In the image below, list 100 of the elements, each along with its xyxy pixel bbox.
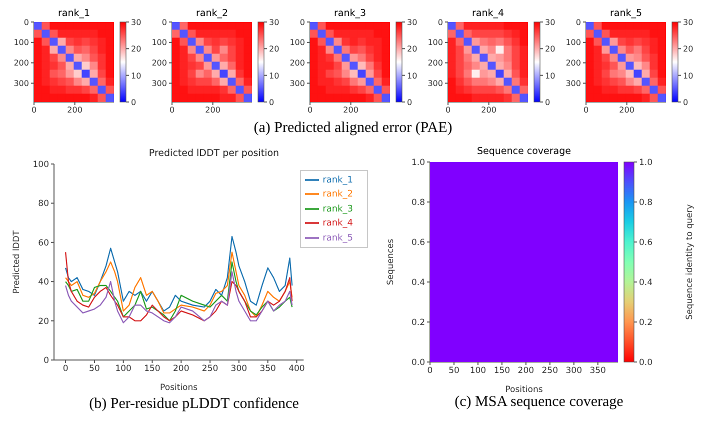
x-tick-label: 50 xyxy=(448,366,460,376)
x-tick-label: 150 xyxy=(144,364,160,374)
y-tick-label: 0 xyxy=(576,18,581,27)
y-tick-label: 0.4 xyxy=(411,278,425,288)
x-tick-label: 0 xyxy=(62,364,68,374)
x-axis-title: Positions xyxy=(505,385,544,395)
y-tick-label: 0.6 xyxy=(411,238,425,248)
y-tick-label: 0 xyxy=(24,18,29,27)
color-bar-label: 20 xyxy=(131,44,142,54)
x-tick-label: 200 xyxy=(481,106,496,115)
y-tick-label: 1.0 xyxy=(411,158,425,168)
y-tick-label: 0 xyxy=(438,18,443,27)
color-bar-label: 10 xyxy=(407,71,418,80)
text: (a) Predicted aligned error (PAE) xyxy=(254,120,452,137)
color-bar-label: 0 xyxy=(131,98,136,107)
x-tick-label: 350 xyxy=(260,364,276,374)
x-tick-label: 350 xyxy=(590,366,606,376)
color-bar-label: 0 xyxy=(545,98,550,107)
x-tick-label: 0 xyxy=(169,106,175,115)
y-tick-label: 100 xyxy=(152,38,167,48)
y-tick-label: 300 xyxy=(290,79,305,88)
color-bar-label: 1.0 xyxy=(639,158,653,168)
y-tick-label: 200 xyxy=(428,58,443,68)
x-tick-label: 50 xyxy=(89,364,100,374)
x-tick-label: 250 xyxy=(542,366,558,376)
color-bar-label: 0.2 xyxy=(639,318,653,328)
color-bar-label: 10 xyxy=(269,71,280,80)
text: (b) Per-residue pLDDT confidence xyxy=(89,396,299,413)
x-tick-label: 0 xyxy=(445,106,451,115)
y-tick-label: 80 xyxy=(38,199,49,210)
legend-label: rank_4 xyxy=(322,218,353,229)
y-tick-label: 0 xyxy=(44,356,49,366)
y-tick-label: 0.2 xyxy=(411,318,425,328)
chart-title: rank_2 xyxy=(194,8,230,20)
x-tick-label: 300 xyxy=(230,364,248,374)
color-bar-label: 30 xyxy=(683,18,694,27)
color-bar-label: 0.4 xyxy=(639,278,653,288)
x-tick-label: 200 xyxy=(173,364,190,374)
legend-label: rank_1 xyxy=(322,175,353,186)
x-tick-label: 200 xyxy=(67,106,82,115)
y-tick-label: 100 xyxy=(32,160,49,170)
chart-title: rank_3 xyxy=(332,8,368,20)
y-tick-label: 300 xyxy=(428,79,443,88)
color-bar-label: 10 xyxy=(131,71,142,80)
y-tick-label: 60 xyxy=(38,238,49,248)
color-bar-label: 0.0 xyxy=(639,358,653,368)
color-bar-label: 30 xyxy=(545,18,556,27)
color-bar-label: 30 xyxy=(407,18,418,27)
color-bar-label: 30 xyxy=(269,18,280,27)
line-series xyxy=(64,236,293,312)
x-tick-label: 100 xyxy=(470,366,486,376)
color-bar-label: 0 xyxy=(269,98,274,107)
y-tick-label: 0.0 xyxy=(411,358,425,368)
x-tick-label: 200 xyxy=(518,366,534,376)
color-bar-label: 0 xyxy=(683,98,688,107)
chart-title: rank_4 xyxy=(470,8,506,20)
x-tick-label: 100 xyxy=(115,364,132,374)
x-tick-label: 400 xyxy=(288,364,305,374)
x-tick-label: 200 xyxy=(619,106,634,115)
y-tick-label: 200 xyxy=(566,58,581,68)
x-tick-label: 0 xyxy=(307,106,313,115)
y-tick-label: 20 xyxy=(38,316,49,327)
chart-title: Sequence coverage xyxy=(476,145,572,159)
x-axis-title: Positions xyxy=(160,383,198,393)
y-tick-label: 200 xyxy=(14,58,29,68)
x-tick-label: 0 xyxy=(31,106,37,115)
color-bar-label: 30 xyxy=(131,18,142,27)
y-axis-title: Sequences xyxy=(386,238,396,286)
legend-label: rank_2 xyxy=(322,190,353,200)
y-tick-label: 300 xyxy=(566,79,581,88)
chart-title: rank_1 xyxy=(56,8,92,20)
y-tick-label: 100 xyxy=(428,38,443,48)
color-bar-label: 0.8 xyxy=(639,198,653,208)
color-bar-title: Sequence identity to query xyxy=(685,204,695,320)
color-bar-label: 20 xyxy=(683,44,694,54)
y-tick-label: 100 xyxy=(14,38,29,48)
legend-label: rank_5 xyxy=(322,233,353,244)
y-tick-label: 0.8 xyxy=(411,198,425,208)
y-axis-title: Predicted lDDT xyxy=(12,230,22,294)
y-tick-label: 200 xyxy=(290,58,305,68)
y-tick-label: 0 xyxy=(300,18,305,27)
x-tick-label: 0 xyxy=(583,106,589,115)
y-tick-label: 100 xyxy=(566,38,581,48)
y-tick-label: 200 xyxy=(152,58,167,68)
color-bar-label: 0.6 xyxy=(639,238,653,248)
color-bar-label: 10 xyxy=(683,71,694,80)
x-tick-label: 200 xyxy=(205,106,220,115)
y-tick-label: 100 xyxy=(290,38,305,48)
color-bar-label: 10 xyxy=(545,71,556,80)
x-tick-label: 200 xyxy=(343,106,358,115)
color-bar-label: 20 xyxy=(545,44,556,54)
text: (c) MSA sequence coverage xyxy=(454,394,624,411)
legend-label: rank_3 xyxy=(322,204,353,214)
chart-title: rank_5 xyxy=(608,8,644,20)
x-tick-label: 250 xyxy=(202,364,218,374)
y-tick-label: 300 xyxy=(14,79,29,88)
y-tick-label: 40 xyxy=(38,278,49,288)
line-series xyxy=(64,271,293,324)
x-tick-label: 150 xyxy=(494,366,510,376)
y-tick-label: 0 xyxy=(162,18,167,27)
